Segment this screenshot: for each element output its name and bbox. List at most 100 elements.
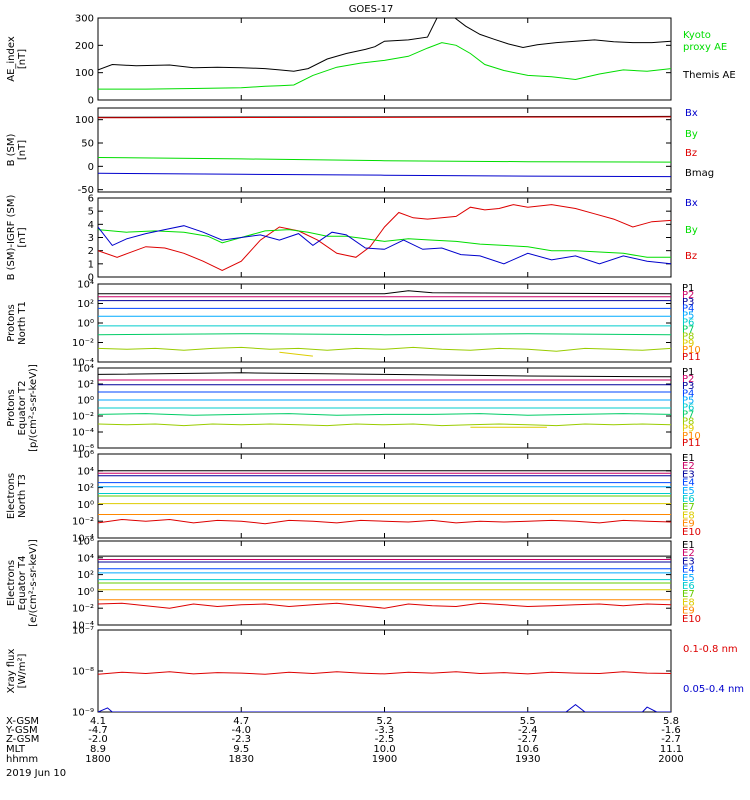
legend-item: E4 [682,478,695,489]
legend-item: E5 [682,573,695,584]
panel-4: 10⁻⁴ 10⁻² 10⁰ 10² 10⁴ Protons North T1 P1P2P3P4… [6,280,701,369]
series-e10 [98,602,671,609]
y-tick-label: 0 [88,162,94,173]
x-tick-label: -2.7 [518,734,538,745]
x-tick-label: 1830 [229,754,254,765]
y-tick-label: 10² [77,380,94,391]
legend-item: P10 [682,345,701,356]
y-tick-label: 10⁶ [77,450,94,461]
x-tick-label: -2.4 [518,725,538,736]
y-axis-label: North T1 [17,301,28,345]
legend-item: P9 [682,424,694,435]
x-tick-label: 5.8 [663,716,679,727]
x-tick-label: 11.1 [660,744,682,755]
x-tick-label: 10.0 [373,744,395,755]
series-by [98,157,671,163]
legend-item: P2 [682,290,694,301]
y-tick-label: 0 [88,273,94,284]
y-tick-label: 10⁴ [77,466,94,477]
series-e10 [98,518,671,525]
legend-item: E6 [682,581,695,592]
panel-8: 10⁻⁹ 10⁻⁸ 10⁻⁷ Xray flux [W/m²] 0.1-0.8 nm 0.0… [6,626,744,719]
y-tick-label: -50 [78,185,94,196]
y-tick-label: 10⁻² [72,412,94,423]
x-row-label: hhmm [6,754,38,765]
y-tick-label: 6 [88,194,94,205]
legend-item: E2 [682,548,695,559]
y-axis-label: Electrons [6,560,17,606]
series-p7 [98,333,671,336]
x-tick-label: -2.3 [231,734,251,745]
legend-item: proxy AE [683,42,727,53]
x-tick-label: 1900 [372,754,397,765]
y-tick-label: 10⁶ [77,537,94,548]
y-tick-label: 1 [88,259,94,270]
y-tick-label: 10⁻² [72,604,94,615]
x-tick-label: -2.7 [661,734,681,745]
x-tick-label: 4.7 [233,716,249,727]
legend-item: E10 [682,527,701,538]
y-tick-label: 10⁻⁹ [72,708,94,719]
x-tick-label: 5.2 [377,716,393,727]
y-axis-label: Equator T4 [17,556,28,611]
legend-item: Bx [685,198,698,209]
y-tick-label: 100 [75,68,94,79]
y-tick-label: 100 [75,115,94,126]
series-p8 [98,346,671,352]
series-bx [98,172,671,178]
y-axis-label: Electrons [6,473,17,519]
series-kyoto-proxy-ae [98,42,671,90]
y-axis-label: AE_index [6,36,17,82]
y-axis-label: [W/m²] [17,653,28,688]
panel-frame [97,629,672,713]
y-tick-label: 4 [88,220,94,231]
panel-3: 0 1 2 3 4 5 6 B (SM)-IGRF (SM) [nT] Bx By Bz [6,194,698,284]
legend-item: Kyoto [683,30,711,41]
y-tick-label: 10⁰ [77,587,94,598]
legend-item: E3 [682,469,695,480]
y-tick-label: 10⁴ [77,364,94,375]
y-axis-label: Protons [6,304,17,341]
legend-item: P8 [682,331,694,342]
legend-item: P4 [682,304,694,315]
series-bz [98,116,671,119]
legend-item: P6 [682,402,694,413]
y-axis-label: [p/(cm²-s-sr-keV)] [28,364,39,452]
y-tick-label: 10⁻⁴ [72,358,94,369]
y-tick-label: 10⁻⁶ [72,444,94,455]
legend-item: P9 [682,338,694,349]
y-tick-label: 10⁻⁴ [72,428,94,439]
y-tick-label: 5 [88,207,94,218]
y-tick-label: 10⁰ [77,500,94,511]
legend-item: P11 [682,438,701,449]
y-tick-label: 200 [75,41,94,52]
y-axis-label: [nT] [17,49,28,69]
legend-item: P1 [682,283,694,294]
y-tick-label: 10² [77,299,94,310]
y-tick-label: 3 [88,233,94,244]
x-tick-label: 5.5 [520,716,536,727]
x-tick-label: 10.6 [517,744,539,755]
x-tick-label: 8.9 [90,744,106,755]
x-row-label: MLT [6,744,26,755]
x-tick-label: -3.3 [375,725,395,736]
legend-item: 0.1-0.8 nm [683,644,738,655]
legend-item: E10 [682,614,701,625]
x-row-label: Y-GSM [5,725,38,736]
y-tick-label: 10⁻² [72,517,94,528]
legend-item: P5 [682,395,694,406]
legend-item: P11 [682,352,701,363]
x-tick-label: -4.7 [88,725,108,736]
y-tick-label: 2 [88,246,94,257]
legend-item: By [685,129,698,140]
series-p1 [98,290,671,295]
x-tick-label: 1800 [85,754,110,765]
legend-item: E7 [682,589,695,600]
date-label: 2019 Jun 10 [6,768,66,779]
x-row-label: X-GSM [6,716,39,727]
y-tick-label: 10⁻⁴ [72,534,94,545]
